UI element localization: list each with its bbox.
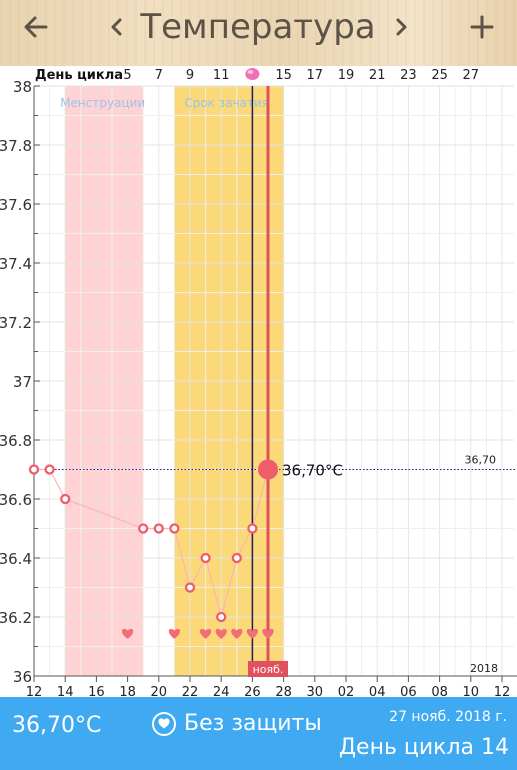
x-tick-label: 30 <box>307 685 324 697</box>
temperature-point <box>61 495 69 503</box>
cycle-day-label: 7 <box>155 68 163 83</box>
fertile-label: Срок зачатия <box>184 96 269 110</box>
temperature-point <box>248 525 256 533</box>
heart-icon <box>152 712 176 736</box>
page-title: Температура <box>140 0 376 54</box>
cycle-day-label: 15 <box>275 68 292 83</box>
temperature-point <box>46 466 54 474</box>
reference-label: 36,70 <box>465 454 497 467</box>
cycle-day-label: 11 <box>213 68 230 83</box>
app-header: Температура <box>0 0 517 66</box>
previous-button[interactable] <box>100 0 134 54</box>
y-tick-label: 36.2 <box>0 609 32 627</box>
x-tick-label: 24 <box>213 685 230 697</box>
y-tick-label: 37.2 <box>0 314 32 332</box>
cycle-day-label: 5 <box>123 68 131 83</box>
status-bar: 36,70°C Без защиты 27 нояб. 2018 г. День… <box>0 697 517 770</box>
menstruation-label: Менструации <box>60 96 145 110</box>
cycle-day-label: 21 <box>369 68 386 83</box>
protection-status[interactable]: Без защиты <box>152 711 322 736</box>
cycle-day-label: 19 <box>338 68 355 83</box>
temperature-point <box>217 613 225 621</box>
x-tick-label: 20 <box>151 685 168 697</box>
cycle-day-label: 9 <box>186 68 194 83</box>
month-label: нояб. <box>253 663 284 676</box>
add-button[interactable] <box>458 0 506 54</box>
x-tick-label: 02 <box>338 685 355 697</box>
cycle-day-label: 27 <box>463 68 480 83</box>
y-tick-label: 37.6 <box>0 196 32 214</box>
cycle-day-label: 23 <box>400 68 417 83</box>
x-tick-label: 18 <box>119 685 136 697</box>
y-tick-label: 37.8 <box>0 137 32 155</box>
temperature-point <box>155 525 163 533</box>
y-tick-label: 36 <box>13 668 32 686</box>
x-tick-label: 22 <box>182 685 199 697</box>
selected-temperature-label: 36,70°C <box>282 462 343 480</box>
x-tick-label: 06 <box>400 685 417 697</box>
arrow-left-icon <box>22 13 50 41</box>
y-tick-label: 36.6 <box>0 491 32 509</box>
y-tick-label: 37 <box>13 373 32 391</box>
x-tick-label: 16 <box>88 685 105 697</box>
selected-temperature: 36,70°C <box>12 713 101 738</box>
ovulation-icon <box>245 68 259 80</box>
back-button[interactable] <box>12 0 60 54</box>
cycle-day-header: День цикла <box>35 68 123 83</box>
cycle-day: День цикла 14 <box>339 735 509 760</box>
temperature-chart[interactable]: 38 37.8 37.6 37.4 37.2 37 36.8 36.6 36.4 36.2 36 Ме… <box>0 66 517 697</box>
x-tick-label: 12 <box>494 685 511 697</box>
temperature-point <box>233 554 241 562</box>
cycle-day-label: 17 <box>307 68 324 83</box>
x-tick-label: 14 <box>57 685 74 697</box>
cycle-day-label: 25 <box>431 68 448 83</box>
x-tick-label: 10 <box>463 685 480 697</box>
temperature-point <box>186 584 194 592</box>
chevron-right-icon <box>393 16 409 38</box>
temperature-point <box>202 554 210 562</box>
temperature-point <box>30 466 38 474</box>
year-label: 2018 <box>470 662 498 675</box>
ovulation-icon-highlight <box>247 70 253 74</box>
y-tick-label: 38 <box>13 78 32 96</box>
chevron-left-icon <box>109 16 125 38</box>
temperature-point <box>170 525 178 533</box>
x-tick-label: 04 <box>369 685 386 697</box>
x-tick-label: 12 <box>26 685 43 697</box>
plus-icon <box>469 14 495 40</box>
x-tick-label: 28 <box>275 685 292 697</box>
y-tick-label: 36.4 <box>0 550 32 568</box>
x-tick-label: 08 <box>431 685 448 697</box>
temperature-point <box>139 525 147 533</box>
y-tick-label: 37.4 <box>0 255 32 273</box>
y-tick-label: 36.8 <box>0 432 32 450</box>
protection-label: Без защиты <box>184 711 322 736</box>
selected-temperature-point <box>258 460 278 480</box>
selected-date: 27 нояб. 2018 г. <box>389 709 507 725</box>
x-tick-label: 26 <box>244 685 261 697</box>
next-button[interactable] <box>384 0 418 54</box>
